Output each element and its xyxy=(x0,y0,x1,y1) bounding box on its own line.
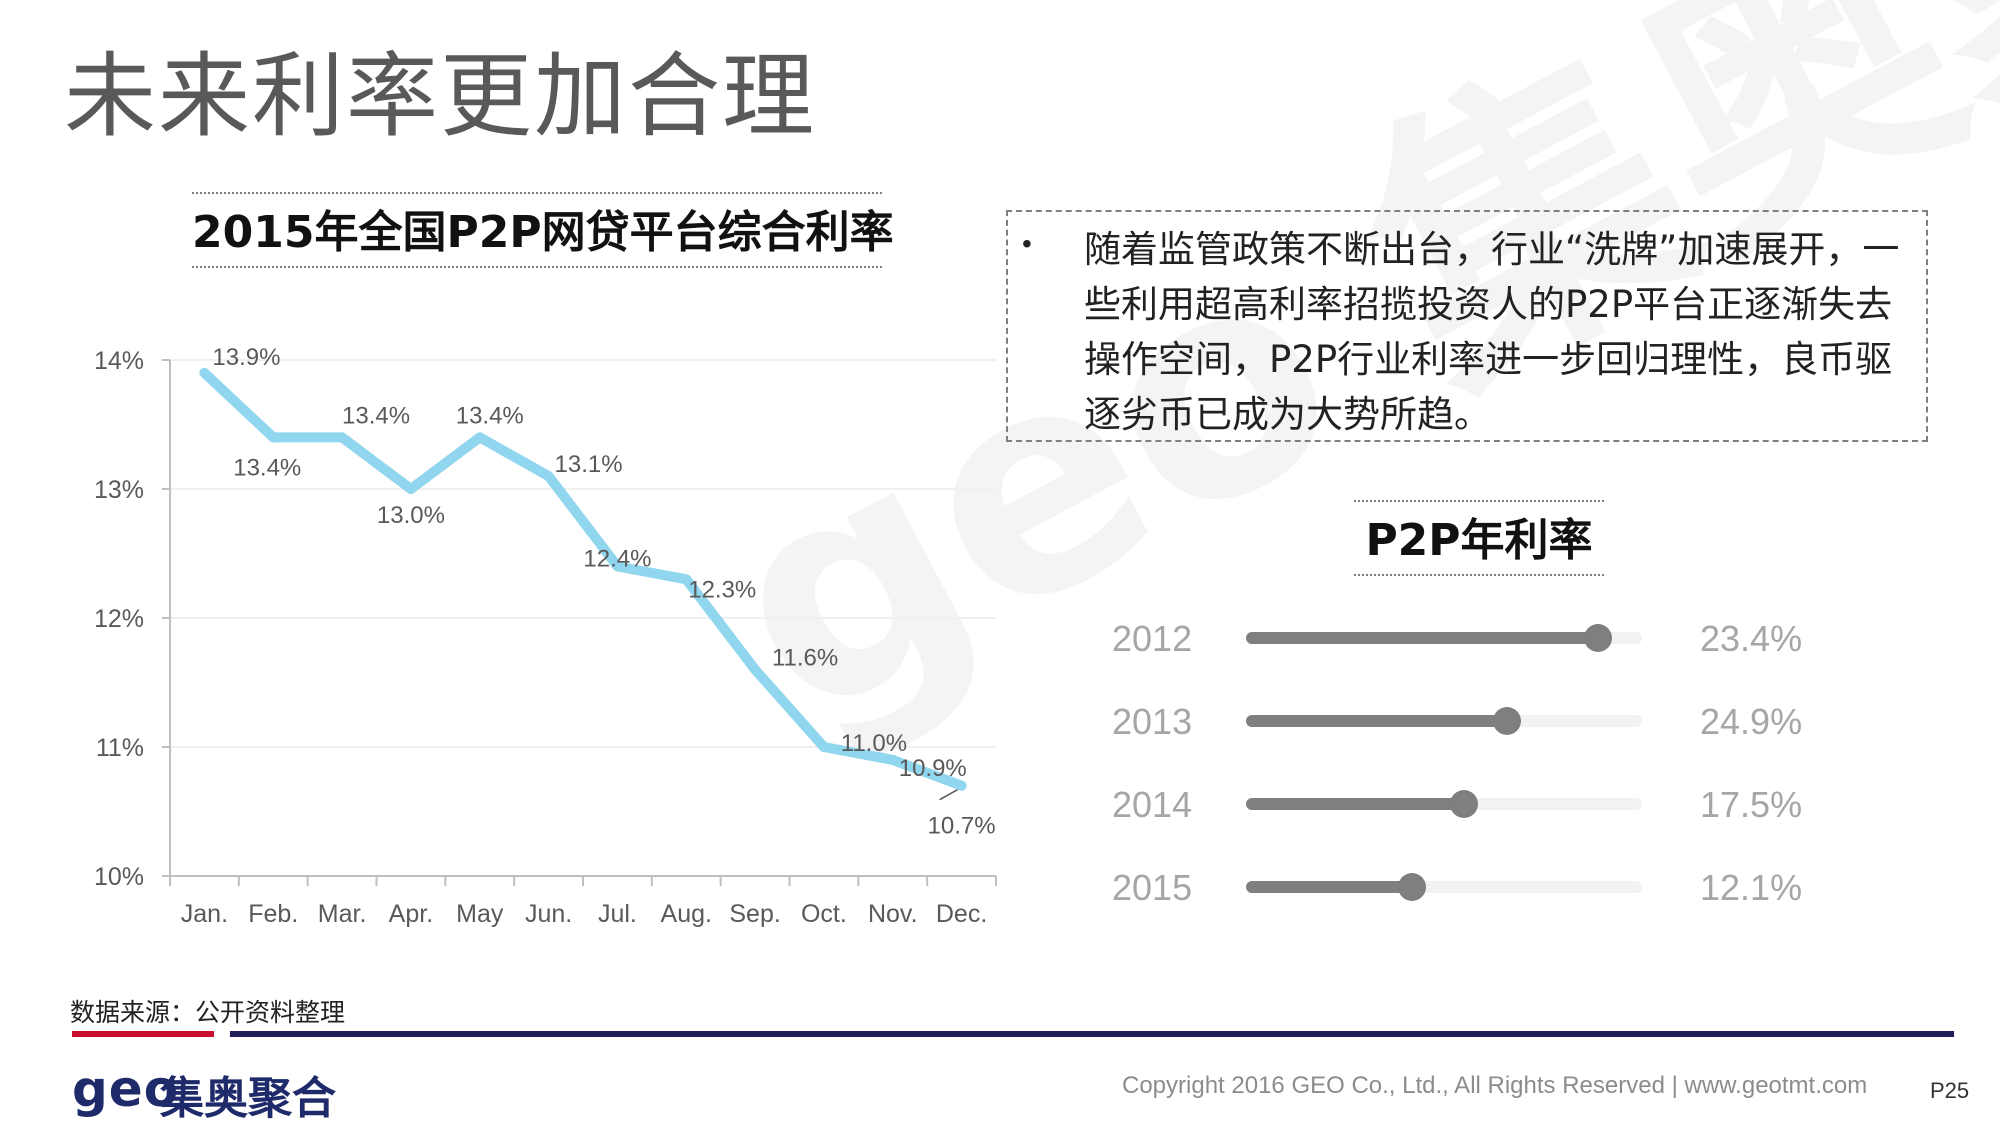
data-label: 13.0% xyxy=(377,502,445,529)
logo-name: 集奥聚合 xyxy=(160,1073,336,1124)
rate-value: 23.4% xyxy=(1700,618,1803,659)
data-point xyxy=(543,471,554,482)
note-text: 随着监管政策不断出台，行业“洗牌”加速展开，一些利用超高利率招揽投资人的P2P平… xyxy=(1084,228,1900,436)
rates-title: P2P年利率 xyxy=(1365,515,1593,566)
footer-accent-red xyxy=(72,1031,214,1037)
x-tick-label: Oct. xyxy=(801,900,847,928)
x-tick-label: Sep. xyxy=(729,900,780,928)
y-tick-label: 13% xyxy=(94,476,144,504)
data-point xyxy=(956,780,967,791)
data-point xyxy=(612,561,623,572)
x-tick-label: Feb. xyxy=(248,900,298,928)
page-title: 未来利率更加合理 xyxy=(64,43,817,150)
rate-fill xyxy=(1246,798,1464,810)
rate-knob xyxy=(1584,624,1612,652)
y-tick-label: 11% xyxy=(96,734,144,762)
x-tick-label: Jul. xyxy=(598,900,637,928)
chart-title: 2015年全国P2P网贷平台综合利率 xyxy=(192,207,894,258)
series-line xyxy=(199,367,967,791)
rate-knob xyxy=(1450,790,1478,818)
y-tick-label: 14% xyxy=(94,347,144,375)
x-tick-label: Apr. xyxy=(389,900,433,928)
data-label: 12.4% xyxy=(583,545,651,572)
data-point xyxy=(337,432,348,443)
data-label: 13.4% xyxy=(456,402,524,429)
data-label-leader xyxy=(939,789,958,801)
rates-title-bottom-rule xyxy=(1354,574,1604,576)
rate-knob xyxy=(1493,707,1521,735)
rate-knob xyxy=(1398,873,1426,901)
rate-value: 24.9% xyxy=(1700,701,1803,742)
data-point xyxy=(474,432,485,443)
rate-fill xyxy=(1246,632,1598,644)
data-label: 12.3% xyxy=(688,576,756,603)
rate-track xyxy=(1246,790,1642,818)
data-point xyxy=(681,574,692,585)
chart-title-top-rule xyxy=(192,192,882,194)
x-tick-label: Nov. xyxy=(868,900,918,928)
x-tick-label: Dec. xyxy=(936,900,987,928)
logo-mark: geo xyxy=(72,1060,180,1118)
data-source: 数据来源：公开资料整理 xyxy=(70,998,346,1027)
rate-year: 2015 xyxy=(1112,867,1193,908)
data-label: 13.1% xyxy=(555,451,623,478)
data-label: 13.4% xyxy=(233,454,301,481)
data-point xyxy=(818,742,829,752)
rate-year: 2014 xyxy=(1112,784,1193,825)
note-bullet: • xyxy=(1022,228,1032,259)
data-point xyxy=(887,754,898,765)
data-label: 11.0% xyxy=(841,730,907,757)
rate-value: 17.5% xyxy=(1700,784,1803,825)
x-tick-label: Mar. xyxy=(318,900,367,928)
page-number: P25 xyxy=(1930,1078,1970,1103)
data-point xyxy=(268,432,279,443)
rate-track xyxy=(1246,624,1642,652)
rate-year: 2012 xyxy=(1112,618,1193,659)
data-label: 13.4% xyxy=(342,402,410,429)
data-label: 10.7% xyxy=(928,813,996,840)
footer-rule-navy xyxy=(230,1031,1954,1037)
data-label: 13.9% xyxy=(212,344,280,371)
data-point xyxy=(199,367,210,378)
note-box xyxy=(1006,210,1928,442)
data-point xyxy=(750,664,761,675)
x-tick-label: Jan. xyxy=(181,900,228,928)
chart-title-bottom-rule xyxy=(192,266,882,268)
rates-title-top-rule xyxy=(1354,500,1604,502)
data-label: 11.6% xyxy=(772,645,838,672)
copyright: Copyright 2016 GEO Co., Ltd., All Rights… xyxy=(1122,1072,1868,1099)
rate-value: 12.1% xyxy=(1700,867,1803,908)
x-tick-label: Jun. xyxy=(525,900,572,928)
rate-fill xyxy=(1246,881,1412,893)
data-label: 10.9% xyxy=(899,755,967,782)
rate-year: 2013 xyxy=(1112,701,1193,742)
rate-track xyxy=(1246,873,1642,901)
y-tick-label: 10% xyxy=(94,863,144,891)
y-tick-label: 12% xyxy=(94,605,144,633)
x-tick-label: May xyxy=(456,900,504,928)
rate-fill xyxy=(1246,715,1507,727)
line-chart: 10% 11% 12% 13% 14% Jan. Feb. Mar. Apr. May Jun. Ju… xyxy=(94,344,997,928)
data-point xyxy=(405,484,416,494)
rate-track xyxy=(1246,707,1642,735)
x-tick-label: Aug. xyxy=(661,900,712,928)
